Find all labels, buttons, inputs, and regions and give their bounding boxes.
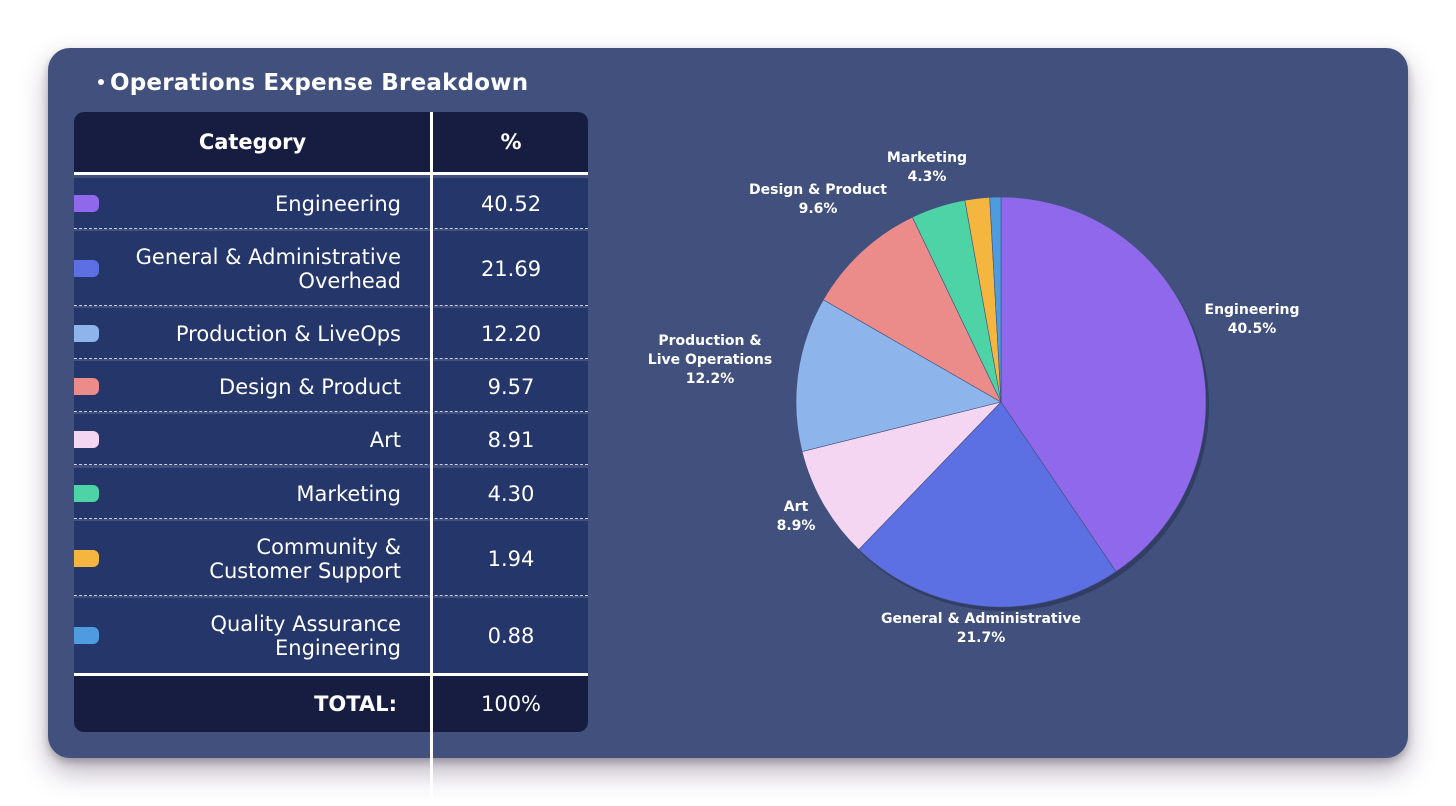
category-text: Art [369,427,401,452]
legend-swatch [74,430,99,448]
legend-swatch [74,549,99,567]
category-cell: Art [104,428,401,452]
page-title: Operations Expense Breakdown [98,70,528,96]
slice-name-label: Marketing [887,150,967,166]
slice-percent-label: 9.6% [799,201,838,217]
percent-cell: 9.57 [487,374,535,399]
category-cell: Design & Product [104,375,401,399]
category-text: Production & LiveOps [175,321,401,346]
column-header-category: Category [198,130,307,154]
legend-swatch [74,324,99,342]
percent-cell: 12.20 [480,321,542,346]
category-text: Overhead [298,268,401,293]
slice-name-label: General & Administrative [881,611,1081,627]
category-cell: Marketing [104,482,401,506]
slice-percent-label: 8.9% [777,518,816,534]
legend-swatch [74,259,99,277]
column-divider [430,112,433,798]
category-text: Engineering [275,191,401,216]
table-row: Community & Customer Support 1.94 [74,521,588,596]
slice-percent-label: 4.3% [908,169,947,185]
pie-slice [989,196,1002,403]
pie-slice [801,401,1002,551]
slice-label: Marketing 4.3% [887,150,967,185]
category-text: Marketing [296,481,401,506]
table-row: Production & LiveOps 12.20 [74,308,588,359]
category-text: Customer Support [209,558,401,583]
page-title-text: Operations Expense Breakdown [110,70,529,96]
table-row: Design & Product 9.57 [74,361,588,412]
percent-cell: 8.91 [487,427,535,452]
slice-label: Engineering 40.5% [1205,302,1300,337]
slice-label: Design & Product 9.6% [749,182,887,217]
category-text: Engineering [275,635,401,660]
legend-swatch [74,484,99,502]
category-text: Community & [256,534,401,559]
percent-cell: 0.88 [487,623,535,648]
percent-cell: 1.94 [487,546,535,571]
total-value: 100% [480,692,542,716]
percent-cell: 4.30 [487,481,535,506]
category-text: General & Administrative [135,244,401,269]
category-text: Quality Assurance [210,611,401,636]
percent-cell: 40.52 [480,191,542,216]
table-row: Engineering 40.52 [74,178,588,229]
legend-swatch [74,194,99,212]
slice-percent-label: 40.5% [1228,321,1277,337]
table-footer: TOTAL: 100% [74,673,588,732]
category-cell: Production & LiveOps [104,322,401,346]
slice-name-label: Production & [658,333,761,349]
total-label: TOTAL: [314,692,397,716]
column-header-percent: % [500,130,522,154]
category-cell: Quality Assurance Engineering [104,612,401,660]
legend-swatch [74,626,99,644]
category-cell: Community & Customer Support [104,535,401,583]
slice-name-label: Live Operations [648,352,772,368]
pie-slice [858,401,1117,608]
slice-percent-label: 21.7% [957,630,1006,646]
pie-slice [795,299,1002,452]
category-cell: Engineering [104,192,401,216]
table-header: Category % [74,112,588,175]
slice-percent-label: 12.2% [686,371,735,387]
expense-table: Category % Engineering 40.52 General & Adm… [74,112,588,732]
bullet-icon [98,78,104,85]
pie-slice [822,216,1002,403]
table-row: General & Administrative Overhead 21.69 [74,231,588,306]
slice-label: Production & Live Operations 12.2% [648,333,772,387]
legend-swatch [74,377,99,395]
table-row: Art 8.91 [74,414,588,465]
slice-label: Art 8.9% [777,499,816,534]
slice-label: General & Administrative 21.7% [881,611,1081,646]
slice-name-label: Design & Product [749,182,887,198]
slice-name-label: Art [784,499,809,515]
category-cell: General & Administrative Overhead [104,245,401,293]
table-row: Quality Assurance Engineering 0.88 [74,598,588,673]
percent-cell: 21.69 [480,256,542,281]
pie-chart: Engineering 40.5% General & Administrative… [648,150,1300,646]
pie-slice [1000,196,1207,573]
slice-name-label: Engineering [1205,302,1300,318]
category-text: Design & Product [219,374,401,399]
table-row: Marketing 4.30 [74,468,588,519]
